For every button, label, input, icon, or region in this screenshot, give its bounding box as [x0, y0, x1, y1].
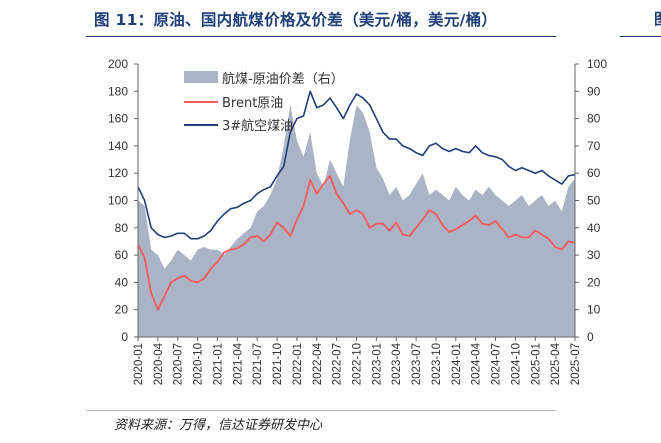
source-divider [86, 410, 556, 411]
left-tick-label: 80 [115, 221, 129, 235]
figure-title: 图 11：原油、国内航煤价格及价差（美元/桶，美元/桶） [94, 11, 498, 29]
x-tick-label: 2023-07 [411, 343, 423, 385]
x-tick-label: 2025-01 [530, 343, 542, 385]
x-tick-label: 2020-07 [173, 343, 185, 385]
x-tick-label: 2023-04 [391, 342, 403, 385]
legend-label: Brent原油 [222, 96, 283, 111]
figure-header: 图 11：原油、国内航煤价格及价差（美元/桶，美元/桶） 图 [0, 0, 661, 44]
x-tick-label: 2022-01 [292, 343, 304, 385]
left-tick-label: 40 [115, 275, 129, 289]
series-line-jet-fuel [137, 90, 576, 240]
next-figure-title-clip: 图 [654, 8, 661, 29]
x-tick-label: 2024-01 [451, 343, 463, 385]
right-tick-label: 0 [587, 330, 594, 344]
title-underline [86, 36, 556, 37]
left-tick-label: 160 [108, 112, 128, 126]
chart: 0 20 40 60 80 100 120 140 160 180 200 0 10 20 30 40 50 60… [108, 57, 607, 385]
left-tick-label: 200 [108, 57, 128, 71]
right-tick-label: 60 [587, 166, 601, 180]
right-tick-label: 80 [587, 112, 601, 126]
right-tick-label: 50 [587, 194, 601, 208]
x-tick-label: 2024-07 [491, 343, 503, 385]
x-tick-label: 2022-07 [332, 343, 344, 385]
axes-layer: 0 20 40 60 80 100 120 140 160 180 200 0 10 20 30 40 50 60… [108, 57, 607, 385]
x-tick-label: 2021-01 [212, 343, 224, 385]
left-tick-label: 0 [121, 330, 128, 344]
x-tick-label: 2023-01 [371, 343, 383, 385]
area-layer [138, 105, 575, 337]
legend-label: 航煤-原油价差（右） [222, 71, 344, 87]
title-underline-right [620, 36, 661, 37]
x-tick-label: 2022-10 [352, 343, 364, 385]
right-tick-label: 10 [587, 303, 601, 317]
left-tick-label: 60 [115, 248, 129, 262]
legend-label: 3#航空煤油 [222, 118, 293, 134]
lines-layer [137, 90, 576, 311]
legend: 航煤-原油价差（右） Brent原油 3#航空煤油 [184, 71, 344, 134]
right-tick-label: 70 [587, 139, 601, 153]
x-tick-label: 2021-04 [232, 342, 244, 385]
x-tick-label: 2025-07 [570, 343, 582, 385]
left-tick-label: 180 [108, 84, 128, 98]
x-tick-label: 2020-10 [193, 343, 205, 385]
left-tick-label: 120 [108, 166, 128, 180]
right-tick-label: 30 [587, 248, 601, 262]
right-tick-label: 40 [587, 221, 601, 235]
series-area-spread [138, 105, 575, 337]
x-tick-label: 2023-10 [431, 343, 443, 385]
series-line-brent [137, 175, 576, 311]
left-tick-label: 100 [108, 194, 128, 208]
x-tick-label: 2024-10 [510, 343, 522, 385]
x-tick-label: 2024-04 [471, 342, 483, 385]
x-tick-label: 2025-04 [550, 342, 562, 385]
x-tick-label: 2021-10 [272, 343, 284, 385]
x-tick-label: 2020-01 [133, 343, 145, 385]
left-tick-label: 140 [108, 139, 128, 153]
left-tick-label: 20 [115, 303, 129, 317]
legend-swatch-spread [184, 71, 218, 83]
x-tick-label: 2022-04 [312, 342, 324, 385]
x-tick-label: 2021-07 [252, 343, 264, 385]
right-tick-label: 90 [587, 84, 601, 98]
right-tick-label: 20 [587, 275, 601, 289]
source-note: 资料来源：万得，信达证券研发中心 [114, 418, 323, 433]
x-tick-label: 2020-04 [153, 342, 165, 385]
right-tick-label: 100 [587, 57, 607, 71]
